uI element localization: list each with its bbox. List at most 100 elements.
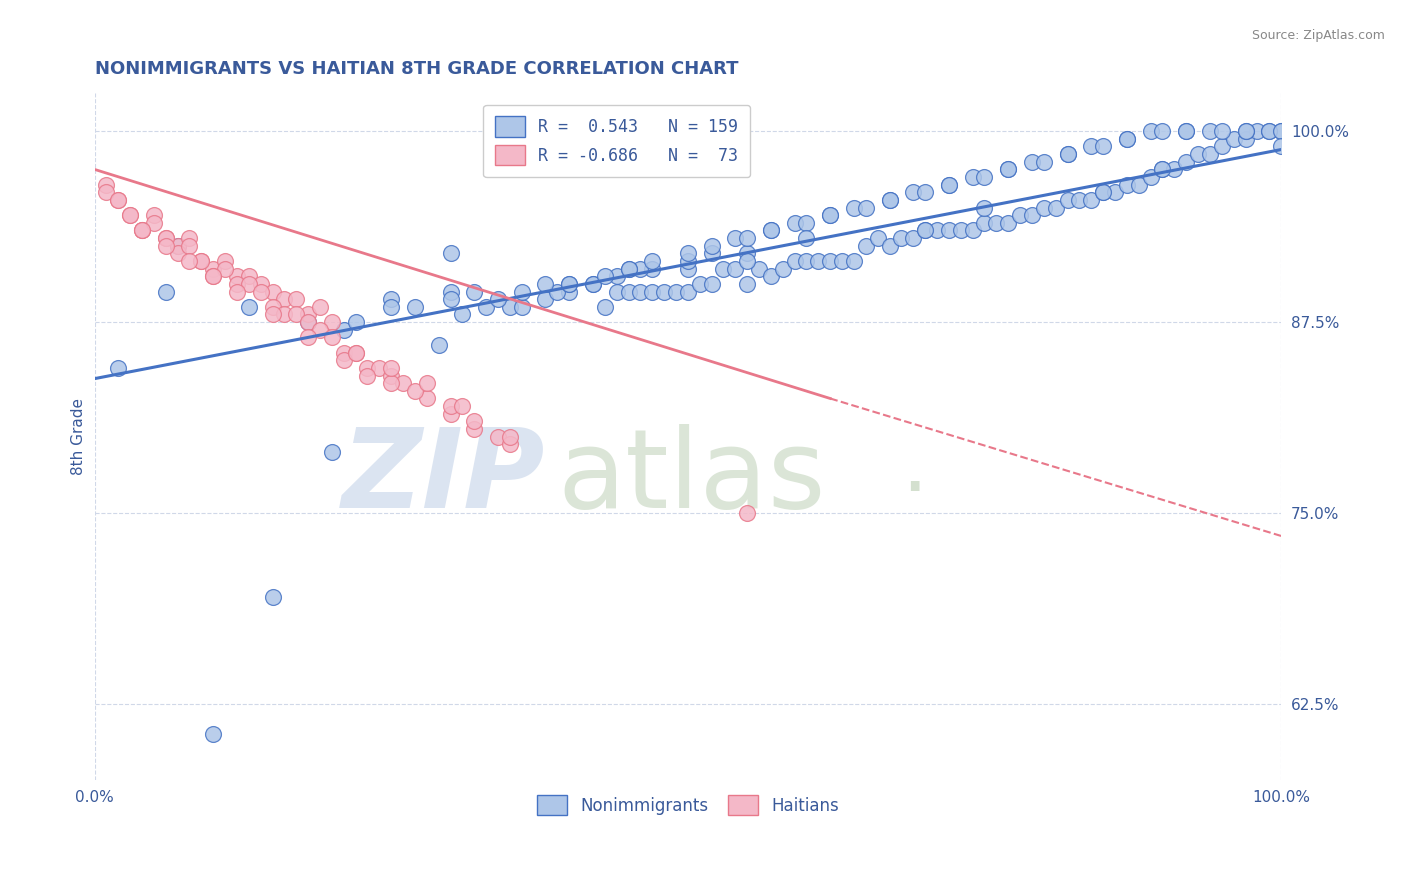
Point [297,330,319,344]
Point [238,277,260,291]
Point [606,285,628,299]
Point [1010,208,1032,222]
Point [439,407,461,421]
Point [155,231,177,245]
Point [285,292,308,306]
Point [273,292,295,306]
Point [582,277,605,291]
Point [1056,147,1078,161]
Point [262,285,284,299]
Point [344,345,367,359]
Point [475,300,498,314]
Point [439,292,461,306]
Point [451,308,474,322]
Point [641,261,664,276]
Point [593,300,616,314]
Point [1056,147,1078,161]
Point [914,223,936,237]
Point [700,239,723,253]
Point [1234,124,1257,138]
Point [1175,124,1198,138]
Point [772,261,794,276]
Point [962,223,984,237]
Point [724,261,747,276]
Point [416,392,439,406]
Point [973,216,995,230]
Point [249,277,271,291]
Point [676,246,699,260]
Point [1175,124,1198,138]
Point [1021,154,1043,169]
Point [617,261,640,276]
Point [463,422,485,436]
Point [249,285,271,299]
Point [1021,208,1043,222]
Point [309,323,332,337]
Point [202,261,225,276]
Point [356,360,378,375]
Point [1152,162,1174,177]
Point [190,254,212,268]
Point [617,261,640,276]
Point [1152,162,1174,177]
Point [962,169,984,184]
Point [439,246,461,260]
Point [262,308,284,322]
Point [593,269,616,284]
Point [973,169,995,184]
Point [1128,178,1150,192]
Point [617,285,640,299]
Point [748,261,770,276]
Point [641,285,664,299]
Point [96,186,118,200]
Point [1246,124,1268,138]
Point [735,277,758,291]
Point [155,285,177,299]
Point [1080,139,1102,153]
Point [890,231,912,245]
Point [558,285,581,299]
Point [534,292,557,306]
Point [1032,201,1054,215]
Point [510,300,533,314]
Point [179,254,201,268]
Point [986,216,1008,230]
Point [1045,201,1067,215]
Point [499,430,522,444]
Point [107,360,129,375]
Point [807,254,830,268]
Point [558,277,581,291]
Point [1187,147,1209,161]
Point [1258,124,1281,138]
Point [700,277,723,291]
Point [332,345,354,359]
Point [1234,124,1257,138]
Point [558,277,581,291]
Point [380,300,402,314]
Point [238,269,260,284]
Text: atlas: atlas [557,425,825,532]
Point [262,590,284,604]
Point [131,223,153,237]
Point [1258,124,1281,138]
Point [735,254,758,268]
Point [107,193,129,207]
Point [463,414,485,428]
Point [997,162,1019,177]
Point [783,216,806,230]
Point [238,300,260,314]
Point [463,285,485,299]
Point [973,201,995,215]
Text: ·: · [901,451,928,533]
Point [1104,186,1126,200]
Point [486,292,509,306]
Point [855,201,877,215]
Point [1152,124,1174,138]
Point [879,193,901,207]
Point [842,254,865,268]
Point [628,261,651,276]
Point [903,186,925,200]
Point [700,246,723,260]
Point [451,399,474,413]
Point [783,254,806,268]
